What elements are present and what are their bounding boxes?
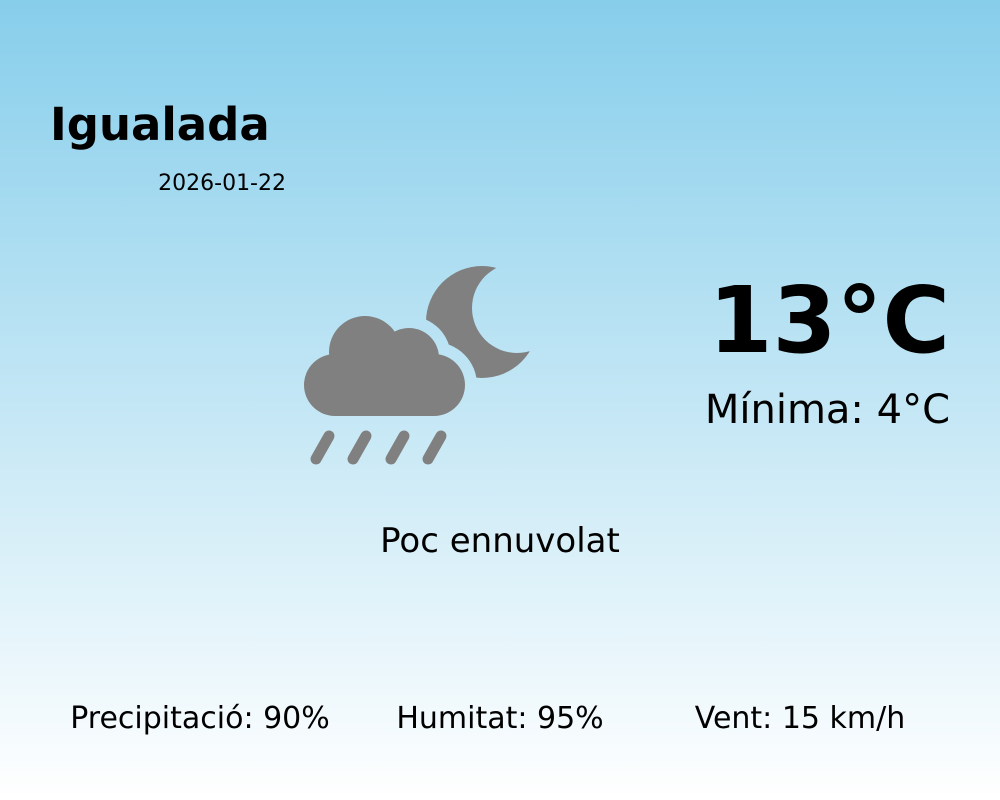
- cloud-icon: [304, 316, 465, 416]
- moon-icon: [426, 266, 538, 378]
- current-temperature: 13°C: [708, 267, 950, 374]
- cloud-moon-rain-icon: [304, 266, 538, 465]
- weather-condition: Poc ennuvolat: [380, 521, 620, 561]
- precipitation-stat: Precipitació: 90%: [70, 701, 330, 736]
- wind-stat: Vent: 15 km/h: [694, 701, 906, 736]
- forecast-date: 2026-01-22: [158, 171, 286, 196]
- rain-icon: [310, 430, 447, 465]
- humidity-stat: Humitat: 95%: [396, 701, 604, 736]
- city-name: Igualada: [50, 98, 270, 151]
- minimum-temperature: Mínima: 4°C: [704, 387, 950, 433]
